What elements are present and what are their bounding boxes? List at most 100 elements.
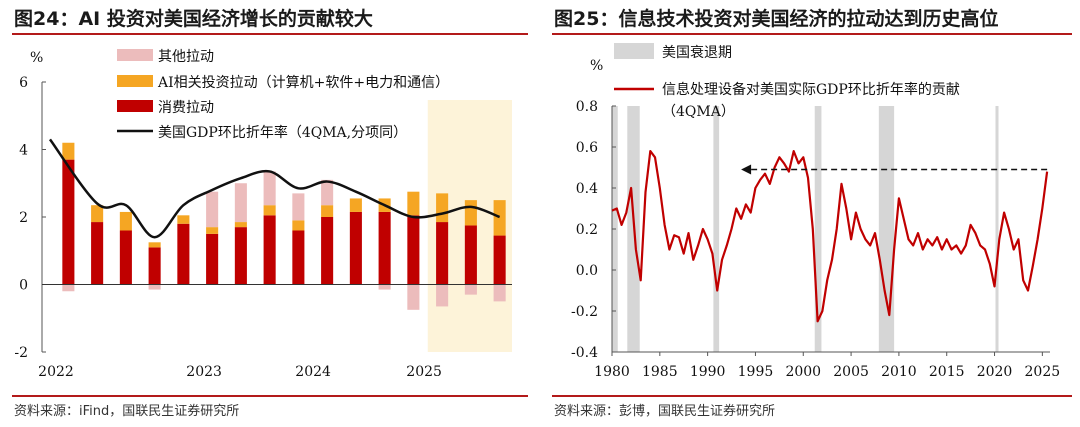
right-title-rule: [552, 33, 1072, 35]
left-y-tick-label: 2: [19, 210, 28, 226]
legend-swatch: [117, 49, 153, 61]
bar-segment: [436, 284, 449, 307]
bar-segment: [206, 227, 219, 234]
right-x-tick-label: 1995: [738, 364, 774, 380]
right-source-rule: [552, 395, 1072, 397]
right-y-tick-label: -0.4: [571, 345, 598, 361]
bar-segment: [493, 200, 506, 236]
right-y-tick-label: -0.2: [571, 304, 598, 320]
legend-label: AI相关投资拉动（计算机+软件+电力和通信）: [157, 75, 449, 91]
right-y-tick-label: 0.2: [576, 222, 598, 238]
dashed-arrow-head: [741, 164, 752, 175]
bar-segment: [234, 183, 247, 223]
bar-segment: [62, 284, 75, 292]
right-x-tick-label: 2000: [785, 364, 821, 380]
right-chart-panel: 图25：信息技术投资对美国经济的拉动达到历史高位 -0.4 -0.2 0.0 0.2 0…: [540, 0, 1080, 427]
left-y-tick-label: 0: [19, 278, 28, 294]
left-x-tick-label: 2022: [38, 364, 74, 380]
left-source-rule: [12, 395, 528, 397]
bar-segment: [292, 230, 305, 285]
left-y-tick-label: 4: [19, 143, 28, 159]
left-y-tick-label: -2: [14, 345, 28, 361]
bar-segment: [263, 215, 276, 285]
bar-segment: [91, 205, 104, 223]
recession-band: [995, 106, 999, 352]
bar-segment: [177, 215, 190, 224]
bar-segment: [436, 222, 449, 285]
legend-swatch: [614, 43, 654, 59]
left-chart: -2 0 2 4 6% 2022 2023 2024 2025 其他拉动 AI相关投资拉动（计算机+…: [14, 49, 512, 380]
bar-segment: [493, 284, 506, 302]
legend-label: 美国GDP环比折年率（4QMA,分项同）: [158, 124, 407, 141]
right-x-tick-label: 2010: [881, 364, 917, 380]
bar-segment: [177, 223, 190, 285]
right-x-tick-label: 2020: [977, 364, 1013, 380]
recession-band: [713, 106, 720, 352]
bar-segment: [292, 220, 305, 231]
legend-label: 美国衰退期: [662, 44, 732, 61]
bar-segment: [464, 225, 477, 285]
bar-segment: [148, 242, 161, 248]
bar-segment: [263, 205, 276, 216]
recession-band: [878, 106, 895, 352]
bar-segment: [407, 191, 420, 216]
right-x-tick-label: 1980: [594, 364, 630, 380]
left-chart-title: 图24：AI 投资对美国经济增长的贡献较大: [14, 8, 373, 30]
bar-segment: [378, 211, 391, 285]
bar-segment: [378, 284, 391, 290]
right-y-unit: %: [590, 58, 603, 74]
bar-segment: [148, 284, 161, 290]
right-x-tick-label: 1990: [690, 364, 726, 380]
bar-segment: [321, 217, 334, 285]
right-x-tick-label: 2005: [833, 364, 869, 380]
bar-segment: [493, 235, 506, 285]
legend-swatch: [117, 100, 153, 112]
bar-segment: [234, 227, 247, 285]
legend-label: 信息处理设备对美国实际GDP环比折年率的贡献: [662, 81, 960, 98]
it-contribution-line: [611, 150, 1049, 323]
bar-segment: [321, 205, 334, 217]
legend-swatch: [117, 75, 153, 87]
legend-label: （4QMA）: [662, 104, 735, 120]
bar-segment: [62, 142, 75, 160]
legend-label: 消费拉动: [158, 100, 214, 116]
right-y-tick-label: 0.4: [576, 181, 598, 197]
recession-band: [814, 106, 822, 352]
bar-segment: [349, 211, 362, 285]
bar-segment: [234, 222, 247, 228]
left-x-tick-label: 2024: [295, 364, 331, 380]
bar-segment: [119, 230, 132, 285]
bar-segment: [91, 222, 104, 285]
bar-segment: [321, 179, 334, 206]
bar-segment: [206, 191, 219, 228]
bar-segment: [349, 198, 362, 212]
right-chart: -0.4 -0.2 0.0 0.2 0.4 0.6 0.8% 1980 1985 1990 1995…: [571, 43, 1061, 380]
left-x-tick-label: 2025: [406, 364, 442, 380]
bar-segment: [292, 193, 305, 221]
left-y-unit: %: [30, 50, 43, 66]
right-x-tick-label: 2015: [929, 364, 965, 380]
left-title-rule: [12, 33, 528, 35]
left-x-tick-label: 2023: [186, 364, 222, 380]
right-y-tick-label: 0.8: [576, 99, 598, 115]
bar-segment: [464, 200, 477, 226]
gdp-line: [48, 138, 501, 239]
bar-segment: [62, 159, 75, 285]
bar-segment: [407, 215, 420, 285]
bar-segment: [148, 247, 161, 285]
right-chart-title: 图25：信息技术投资对美国经济的拉动达到历史高位: [554, 8, 999, 30]
bar-segment: [464, 284, 477, 295]
right-y-tick-label: 0.0: [576, 263, 598, 279]
legend-label: 其他拉动: [158, 49, 214, 65]
bar-segment: [119, 211, 132, 231]
bar-segment: [263, 171, 276, 206]
bar-segment: [436, 193, 449, 223]
right-x-tick-label: 2025: [1025, 364, 1061, 380]
right-x-tick-label: 1985: [642, 364, 678, 380]
bar-segment: [206, 233, 219, 285]
left-chart-panel: 图24：AI 投资对美国经济增长的贡献较大 -2 0 2 4 6% 2022 2023 202…: [12, 8, 528, 419]
right-chart-source: 资料来源：彭博，国联民生证券研究所: [554, 404, 776, 419]
right-y-tick-label: 0.6: [576, 140, 598, 156]
left-y-tick-label: 6: [19, 75, 28, 91]
left-chart-source: 资料来源：iFind，国联民生证券研究所: [14, 404, 240, 419]
